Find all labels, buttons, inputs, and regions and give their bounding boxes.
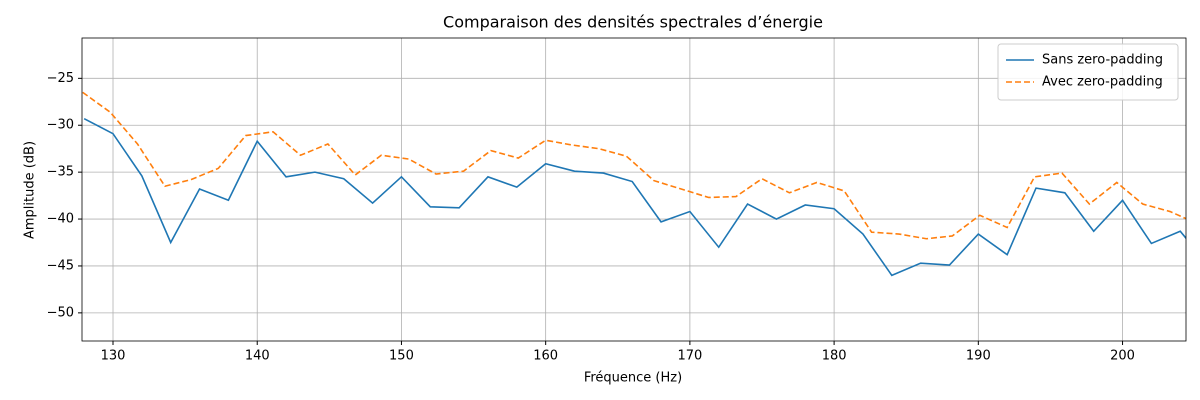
y-tick-label: −25: [47, 71, 74, 86]
chart-title: Comparaison des densités spectrales d’én…: [443, 13, 823, 32]
series-line: [83, 117, 1186, 277]
legend-label: Avec zero-padding: [1042, 75, 1163, 90]
x-tick-label: 170: [677, 349, 702, 364]
x-tick-label: 180: [822, 349, 847, 364]
legend-label: Sans zero-padding: [1042, 53, 1163, 68]
x-tick-label: 140: [245, 349, 270, 364]
x-tick-label: 160: [533, 349, 558, 364]
y-tick-label: −35: [47, 165, 74, 180]
y-tick-label: −30: [47, 118, 74, 133]
x-tick-label: 130: [101, 349, 126, 364]
x-axis-label: Fréquence (Hz): [584, 371, 682, 386]
y-axis-label: Amplitude (dB): [23, 141, 38, 239]
series-line: [82, 91, 1186, 240]
y-tick-label: −50: [47, 305, 74, 320]
y-tick-label: −40: [47, 212, 74, 227]
x-tick-label: 200: [1110, 349, 1135, 364]
plot-frame: [81, 37, 1187, 342]
x-tick-label: 190: [966, 349, 991, 364]
y-tick-label: −45: [47, 258, 74, 273]
x-tick-label: 150: [389, 349, 414, 364]
plot-area: [82, 91, 1186, 277]
legend-box: [997, 43, 1179, 101]
